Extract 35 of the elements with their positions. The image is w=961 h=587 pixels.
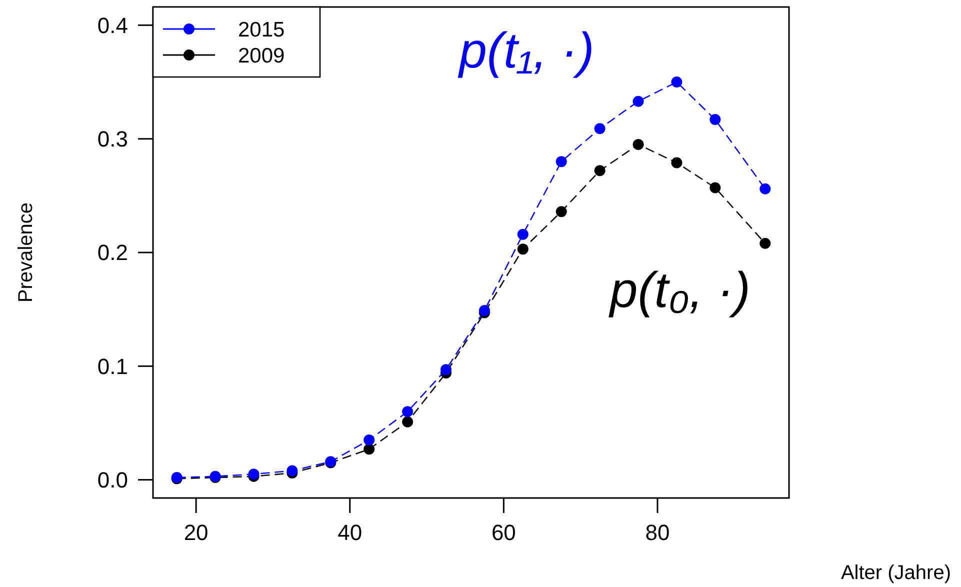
annotation: p(t₁, ·)	[457, 22, 594, 79]
point	[478, 304, 490, 316]
y-tick-label: 0.4	[97, 12, 128, 38]
point	[710, 114, 721, 126]
point	[594, 165, 606, 176]
point	[632, 96, 644, 107]
x-tick-label: 40	[338, 520, 362, 545]
y-tick-label: 0.0	[97, 468, 128, 493]
point	[710, 182, 721, 194]
point	[594, 123, 606, 134]
point	[402, 416, 414, 428]
point	[760, 238, 771, 249]
point	[671, 76, 682, 88]
x-tick-label: 60	[491, 520, 516, 545]
point	[402, 406, 414, 418]
x-tick-label: 20	[184, 520, 208, 545]
x-tick-label: 80	[645, 520, 670, 545]
y-tick-label: 0.3	[97, 126, 128, 152]
point	[760, 183, 771, 194]
point	[440, 364, 452, 376]
legend-label: 2015	[238, 18, 285, 42]
point	[556, 156, 567, 168]
point	[364, 434, 375, 446]
point	[517, 228, 528, 240]
annotation: p(t₀, ·)	[608, 262, 750, 318]
legend-label: 2009	[238, 44, 285, 68]
y-axis-title: Prevalence	[15, 202, 37, 303]
point	[556, 206, 567, 218]
point	[671, 157, 682, 168]
point	[517, 244, 528, 255]
point	[364, 444, 375, 455]
point	[632, 139, 644, 150]
x-axis-title: Alter (Jahre)	[840, 562, 951, 584]
y-tick-label: 0.2	[97, 240, 128, 266]
y-tick-label: 0.1	[97, 354, 128, 379]
